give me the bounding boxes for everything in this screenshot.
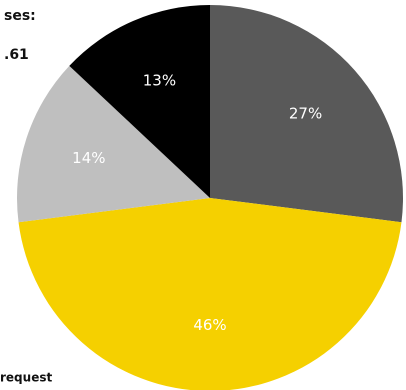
annotation: ses: — [4, 8, 36, 24]
slice-label: 46% — [193, 316, 226, 334]
pie-slice — [210, 5, 404, 223]
slice-label: 14% — [72, 149, 105, 167]
pie — [17, 5, 404, 390]
slice-label: 13% — [143, 72, 176, 90]
annotation: request — [0, 371, 52, 385]
pie-slice — [69, 5, 210, 198]
annotation: .61 — [4, 47, 29, 63]
pie-slice — [17, 65, 210, 223]
slice-label: 27% — [289, 104, 322, 122]
pie-slice — [18, 198, 402, 390]
